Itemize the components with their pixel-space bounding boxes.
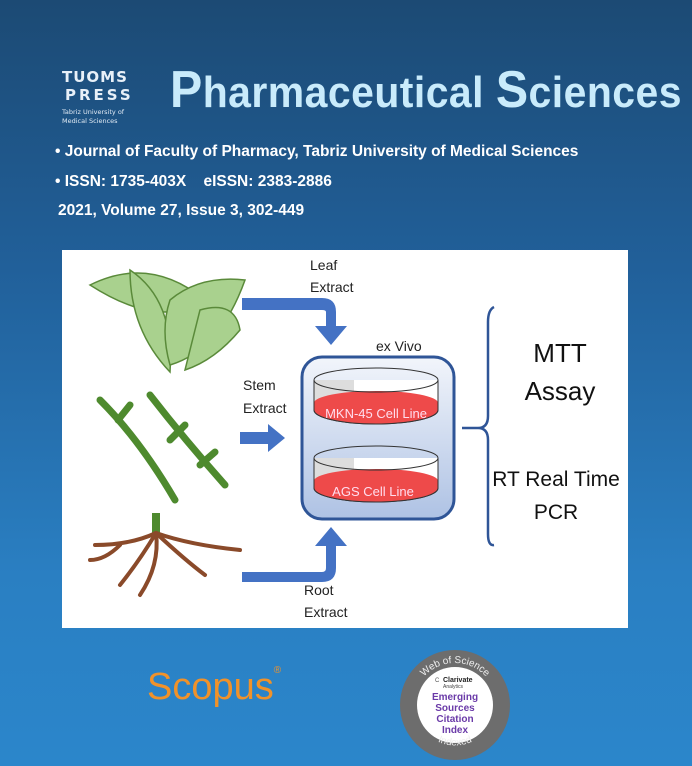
title-part1: harmaceutical [202, 68, 496, 117]
brace [462, 305, 495, 547]
ex-vivo-label: ex Vivo [376, 338, 422, 354]
assay1-line2: Assay [525, 376, 596, 406]
journal-title: Pharmaceutical Sciences [170, 60, 682, 120]
leaf-arrow [242, 298, 347, 345]
clarivate-icon: C [435, 678, 440, 684]
esci-line3: Citation [436, 714, 473, 725]
title-initial-p: P [170, 61, 203, 119]
publisher-logo-line2: PRESS [65, 86, 134, 104]
root-label-1: Root [304, 582, 334, 598]
stem-label-2: Extract [243, 400, 287, 416]
esci-line4: Index [442, 725, 469, 736]
stem-arrow [240, 424, 285, 452]
assay2-line1: RT Real Time [492, 468, 620, 491]
esci-line1: Emerging [432, 692, 478, 703]
graphical-abstract: Leaf Extract Stem Extract Root Extract e… [62, 250, 628, 628]
dish-mkn45: MKN-45 Cell Line [313, 367, 439, 425]
diagram-svg: Leaf Extract Stem Extract Root Extract e… [88, 257, 620, 620]
title-initial-s: S [495, 61, 529, 119]
root-label-2: Extract [304, 604, 348, 620]
title-part2: ciences [528, 68, 682, 117]
assay2-line2: PCR [534, 501, 578, 524]
stem-label-1: Stem [243, 377, 276, 393]
scopus-text: Scopus [147, 666, 274, 708]
clarivate-text: Clarivate [443, 677, 473, 684]
affiliation-line: • Journal of Faculty of Pharmacy, Tabriz… [55, 143, 579, 160]
root-illustration [88, 513, 242, 597]
esci-line2: Sources [435, 703, 475, 714]
issue-line: 2021, Volume 27, Issue 3, 302-449 [58, 202, 305, 219]
leaf-label-2: Extract [310, 279, 354, 295]
publisher-subtitle: Tabriz University of Medical Sciences [62, 108, 125, 125]
dish1-label: MKN-45 Cell Line [325, 406, 427, 421]
stem-illustration [96, 391, 229, 504]
root-arrow [242, 527, 347, 582]
scopus-logo: Scopus® [147, 665, 281, 709]
wos-bottom-text: Indexed [437, 734, 474, 748]
scopus-mark: ® [273, 665, 282, 676]
issn-line: • ISSN: 1735-403X eISSN: 2383-2886 [55, 173, 332, 190]
dish2-label: AGS Cell Line [332, 484, 414, 499]
dish-ags: AGS Cell Line [313, 445, 439, 503]
assay1-line1: MTT [533, 338, 587, 368]
analytics-text: Analytics [443, 684, 464, 690]
leaf-illustration [88, 268, 247, 374]
leaf-label-1: Leaf [310, 257, 337, 273]
publisher-logo-line1: TUOMS [62, 68, 128, 86]
esci-badge: Web of Science Indexed C Clarivate Analy… [400, 650, 510, 760]
svg-text:Indexed: Indexed [437, 734, 474, 748]
